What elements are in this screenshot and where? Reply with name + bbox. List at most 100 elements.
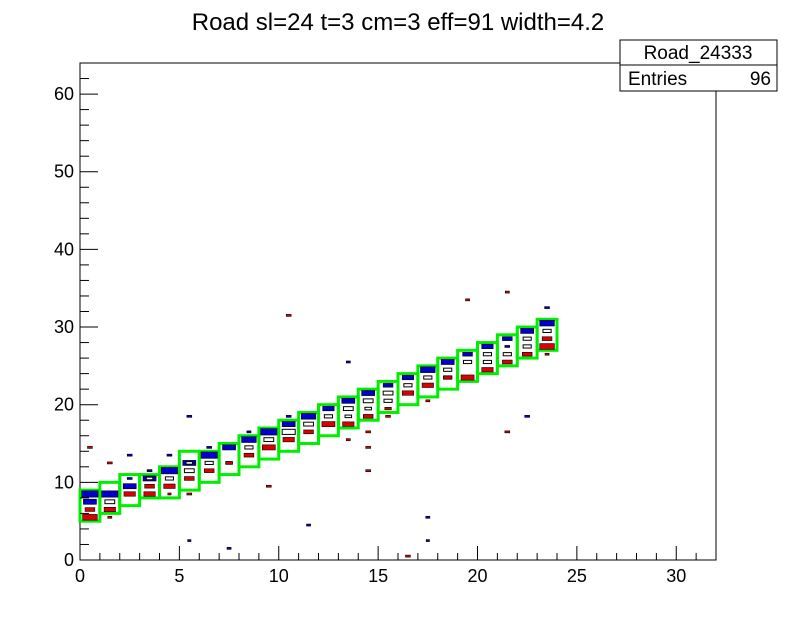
red-cell-21 [460,374,475,381]
red-cell-36 [365,446,371,449]
y-tick-label-3: 30 [54,317,74,337]
x-tick-label-4: 20 [467,566,487,586]
blue-cell-36 [425,515,431,519]
blue-cell-26 [83,498,97,505]
white-cell-12 [403,383,413,388]
blue-cell-32 [246,430,252,434]
white-cell-6 [281,428,296,435]
red-cell-2 [103,506,116,513]
red-cell-3 [123,491,136,497]
red-cell-33 [285,314,292,317]
red-cell-4 [143,491,156,497]
blue-cell-11 [260,428,278,436]
red-cell-34 [345,438,351,441]
blue-cell-20 [440,359,455,365]
white-cell-10 [362,398,374,404]
blue-cell-9 [222,444,236,451]
red-cell-12 [282,437,295,443]
red-cell-14 [321,421,336,427]
red-cell-25 [539,343,555,350]
red-cell-23 [502,359,513,365]
red-cell-41 [504,290,510,294]
chart-title: Road sl=24 t=3 cm=3 eff=91 width=4.2 [192,9,605,36]
red-cell-24 [521,352,533,357]
white-cell-23 [344,414,353,419]
red-cell-13 [303,429,314,435]
blue-cell-35 [345,360,351,364]
blue-cell-38 [187,539,192,542]
white-cell-19 [542,328,552,334]
blue-cell-31 [206,446,212,449]
x-tick-label-0: 0 [75,566,85,586]
x-tick-label-3: 15 [368,566,388,586]
blue-cell-1 [101,490,119,498]
white-cell-21 [145,476,154,481]
white-cell-2 [183,468,195,474]
blue-cell-10 [241,436,257,443]
x-tick-label-5: 25 [567,566,587,586]
blue-cell-25 [539,319,555,327]
x-tick-label-1: 5 [174,566,184,586]
red-cell-27 [87,446,93,449]
white-cell-25 [383,398,393,403]
red-cell-39 [425,399,431,403]
y-tick-label-4: 40 [54,239,74,259]
blue-cell-15 [341,397,356,404]
blue-cell-34 [306,523,311,527]
white-cell-31 [185,461,194,465]
red-cell-22 [481,367,494,373]
red-cell-44 [544,352,550,356]
white-cell-27 [443,367,453,372]
red-cell-18 [401,390,414,396]
red-cell-29 [107,515,113,519]
white-cell-5 [263,437,275,443]
white-cell-0 [104,499,116,505]
white-cell-16 [482,352,493,357]
blue-cell-6 [160,467,178,475]
white-cell-20 [244,445,254,450]
red-cell-35 [365,430,371,434]
road-boxes [78,317,559,523]
red-cell-30 [186,492,193,496]
blue-cell-41 [544,306,550,309]
blue-cell-18 [401,374,414,381]
blue-cell-33 [285,415,292,418]
red-cell-15 [342,421,355,427]
red-cell-11 [261,444,276,451]
red-cell-17 [384,406,392,411]
white-cell-24 [364,406,372,411]
blue-cell-12 [281,421,296,427]
blue-cell-40 [524,415,530,418]
white-cell-28 [482,359,493,365]
red-cell-7 [184,476,195,481]
blue-cell-21 [462,352,473,357]
blue-cell-23 [502,336,513,341]
white-cell-8 [323,414,334,419]
white-cell-17 [502,352,512,357]
y-tick-label-0: 0 [64,550,74,570]
red-cell-37 [365,469,371,472]
blue-cell-8 [200,451,218,459]
blue-cell-22 [481,343,494,349]
white-cell-1 [164,476,175,481]
white-cell-13 [423,375,433,380]
red-cell-43 [385,415,391,418]
blue-cell-37 [425,539,430,542]
blue-cell-29 [166,453,173,457]
y-tick-label-2: 20 [54,395,74,415]
white-cell-15 [462,359,473,365]
red-cell-26 [541,336,553,341]
red-cell-38 [405,554,411,558]
y-tick-label-1: 10 [54,472,74,492]
red-cell-16 [362,414,374,419]
red-cell-5 [144,484,155,489]
red-cell-32 [266,484,272,488]
red-cell-0 [82,514,98,521]
red-cell-31 [167,492,172,496]
red-cell-9 [225,461,233,465]
red-cell-19 [421,382,434,388]
stats-name: Road_24333 [644,43,753,64]
stats-box: Road_24333 Entries 96 [619,39,778,92]
